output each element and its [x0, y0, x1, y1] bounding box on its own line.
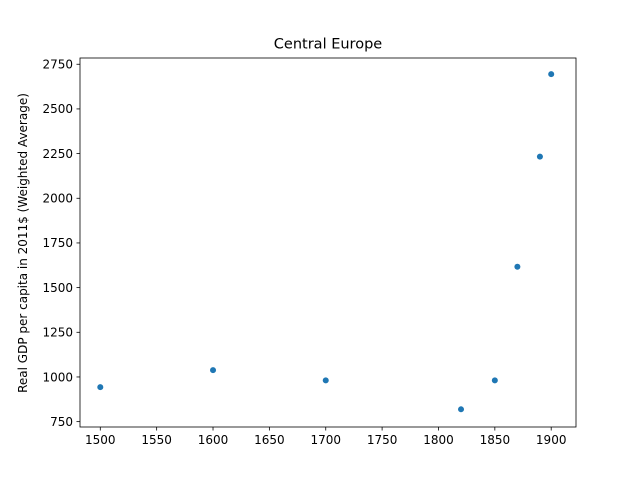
x-tick-label: 1600 [198, 433, 229, 447]
data-point [322, 377, 329, 384]
y-tick-label: 2250 [42, 147, 73, 161]
x-tick-label: 1650 [254, 433, 285, 447]
y-tick-label: 2750 [42, 58, 73, 72]
data-point [97, 384, 104, 391]
x-tick-label: 1700 [310, 433, 341, 447]
y-tick-label: 2500 [42, 102, 73, 116]
x-tick-label: 1500 [85, 433, 116, 447]
data-point [210, 367, 217, 374]
data-point [536, 153, 543, 160]
x-tick-label: 1850 [480, 433, 511, 447]
y-tick-label: 750 [50, 415, 73, 429]
data-points [97, 71, 555, 413]
plot-frame [79, 57, 577, 428]
data-point [491, 377, 498, 384]
data-point [458, 406, 465, 413]
x-tick-label: 1550 [141, 433, 172, 447]
y-tick-label: 1750 [42, 236, 73, 250]
y-tick-label: 2000 [42, 192, 73, 206]
x-tick-label: 1900 [536, 433, 567, 447]
y-axis-label: Real GDP per capita in 2011$ (Weighted A… [16, 93, 30, 393]
y-axis: 750 1000 1250 1500 1750 2000 2250 2500 2750 [42, 58, 80, 429]
x-tick-label: 1800 [423, 433, 454, 447]
y-tick-label: 1000 [42, 370, 73, 384]
x-axis: 1500 1550 1600 1650 1700 1750 1800 1850 1900 [85, 427, 566, 447]
y-tick-label: 1500 [42, 281, 73, 295]
y-tick-label: 1250 [42, 326, 73, 340]
data-point [514, 263, 521, 270]
data-point [548, 71, 555, 78]
chart-title: Central Europe [274, 37, 382, 53]
x-tick-label: 1750 [367, 433, 398, 447]
